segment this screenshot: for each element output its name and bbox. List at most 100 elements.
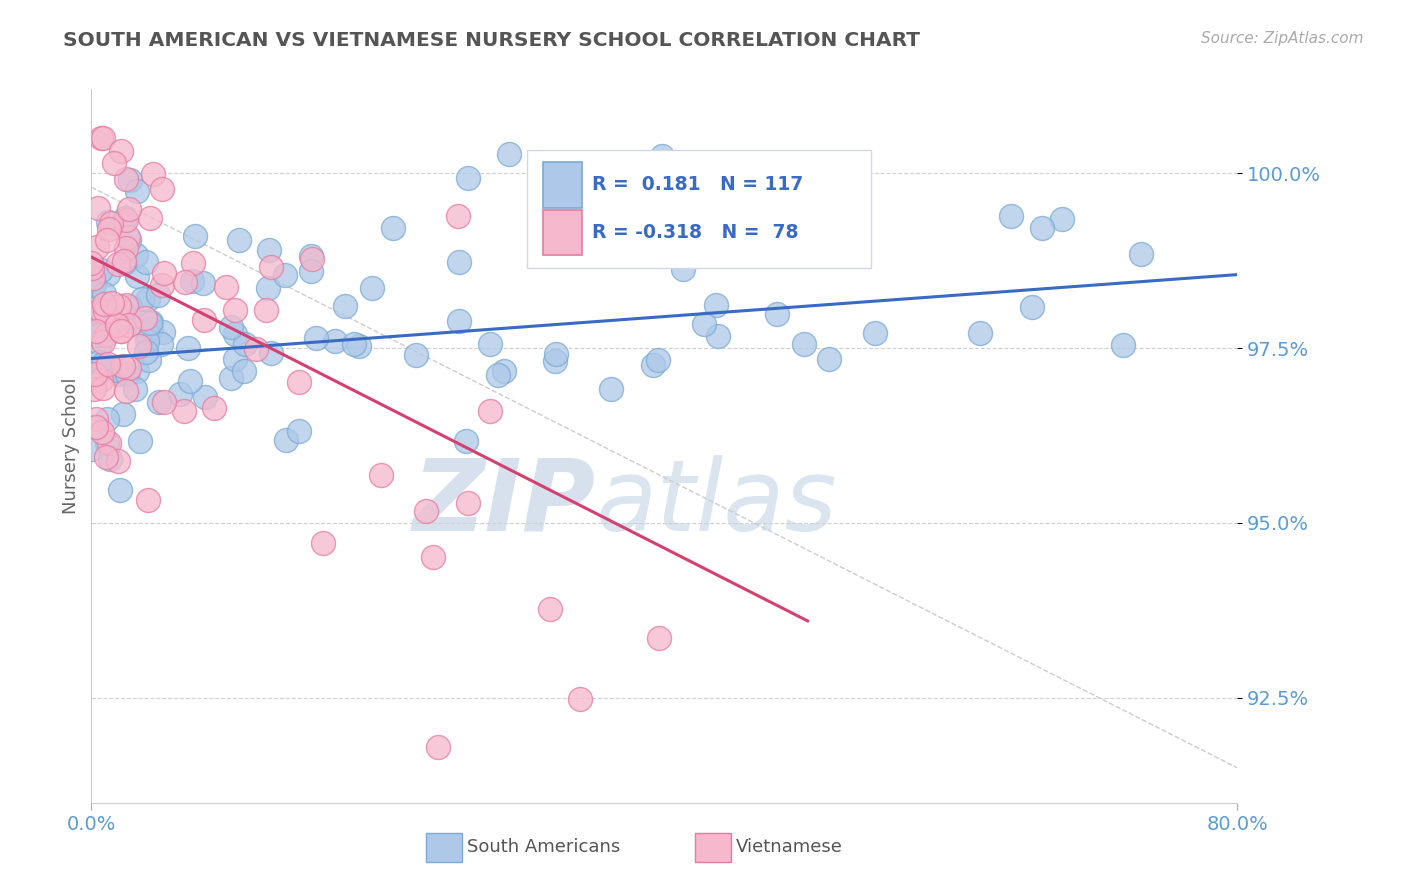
Point	[257, 281, 280, 295]
Point	[193, 276, 215, 290]
Point	[662, 170, 685, 185]
Point	[124, 382, 146, 396]
Point	[651, 149, 673, 163]
Text: R =  0.181   N = 117: R = 0.181 N = 117	[592, 176, 803, 194]
Point	[83, 382, 105, 396]
Point	[90, 131, 112, 145]
Point	[94, 450, 117, 465]
Point	[91, 381, 114, 395]
Point	[457, 170, 479, 185]
Point	[107, 257, 129, 271]
Point	[138, 352, 160, 367]
Point	[93, 297, 115, 311]
Point	[90, 262, 112, 277]
Point	[87, 201, 110, 215]
Point	[139, 211, 162, 226]
Point	[224, 352, 246, 367]
Point	[125, 184, 148, 198]
Point	[544, 354, 567, 368]
Point	[89, 335, 111, 350]
Point	[93, 357, 115, 371]
Point	[103, 155, 125, 169]
Point	[111, 359, 134, 374]
Point	[118, 360, 141, 375]
Point	[648, 631, 671, 645]
Point	[447, 314, 470, 328]
Point	[624, 243, 647, 257]
Text: South Americans: South Americans	[467, 838, 620, 856]
Point	[647, 352, 669, 367]
Point	[299, 264, 322, 278]
Point	[299, 249, 322, 263]
Point	[1031, 220, 1053, 235]
Point	[86, 240, 108, 254]
Point	[107, 453, 129, 467]
Point	[91, 335, 114, 350]
Point	[136, 334, 159, 348]
Point	[193, 312, 215, 326]
Point	[94, 304, 117, 318]
Point	[125, 268, 148, 283]
Point	[97, 215, 120, 229]
Point	[80, 286, 103, 301]
Text: SOUTH AMERICAN VS VIETNAMESE NURSERY SCHOOL CORRELATION CHART: SOUTH AMERICAN VS VIETNAMESE NURSERY SCH…	[63, 31, 921, 50]
Point	[129, 434, 152, 448]
Point	[706, 298, 728, 312]
Point	[150, 182, 173, 196]
Point	[105, 362, 128, 376]
Text: R = -0.318   N =  78: R = -0.318 N = 78	[592, 223, 799, 242]
Point	[96, 233, 118, 247]
Point	[194, 390, 217, 404]
Point	[84, 412, 107, 426]
Point	[98, 452, 121, 467]
Point	[136, 493, 159, 508]
Point	[177, 341, 200, 355]
Point	[600, 382, 623, 396]
Text: Vietnamese: Vietnamese	[735, 838, 842, 856]
Point	[1129, 247, 1152, 261]
Point	[688, 207, 710, 221]
Point	[114, 172, 136, 186]
Point	[323, 334, 346, 348]
Point	[343, 337, 366, 351]
Point	[173, 404, 195, 418]
Point	[1021, 300, 1043, 314]
Point	[135, 255, 157, 269]
Point	[312, 536, 335, 550]
Y-axis label: Nursery School: Nursery School	[62, 377, 80, 515]
Point	[863, 326, 886, 340]
Point	[112, 254, 135, 268]
Point	[361, 281, 384, 295]
Point	[107, 367, 129, 381]
Point	[110, 324, 132, 338]
Point	[181, 256, 204, 270]
Point	[124, 248, 146, 262]
Point	[118, 234, 141, 248]
Point	[115, 368, 138, 382]
Point	[150, 278, 173, 293]
Point	[118, 318, 141, 332]
Point	[115, 213, 138, 227]
Point	[792, 336, 814, 351]
Point	[1050, 211, 1073, 226]
Point	[276, 433, 298, 447]
FancyBboxPatch shape	[696, 833, 731, 862]
Point	[301, 252, 323, 266]
Point	[538, 602, 561, 616]
Point	[96, 411, 118, 425]
Point	[1111, 338, 1133, 352]
Point	[91, 131, 114, 145]
Point	[370, 468, 392, 483]
Point	[120, 300, 142, 314]
Point	[148, 394, 170, 409]
Point	[498, 147, 520, 161]
Point	[83, 277, 105, 292]
Point	[969, 326, 991, 340]
Point	[97, 357, 120, 371]
Point	[422, 549, 444, 564]
Point	[108, 299, 131, 313]
Point	[254, 302, 277, 317]
Point	[90, 425, 112, 440]
Point	[494, 364, 516, 378]
Point	[215, 280, 238, 294]
